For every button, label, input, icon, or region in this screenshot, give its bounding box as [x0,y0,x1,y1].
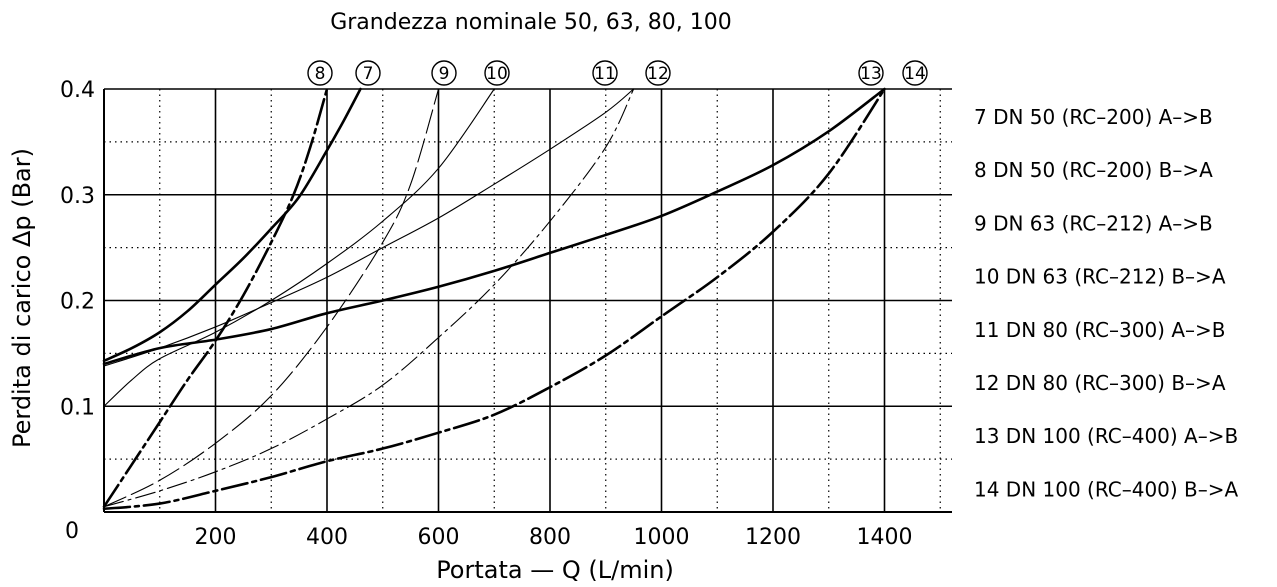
marker-circle [431,60,457,86]
marker-circle [645,60,671,86]
grid [104,88,952,512]
y-tick-label: 0.2 [60,290,95,315]
series-line-8 [102,87,329,509]
x-tick-label: 1200 [745,525,801,550]
chart-title: Grandezza nominale 50, 63, 80, 100 [330,10,732,35]
x-tick-label: 800 [529,525,571,550]
legend-entry-9: 9 DN 63 (RC–212) A–>B [974,211,1213,235]
series-line-9 [103,88,495,407]
legend-entry-8: 8 DN 50 (RC–200) B–>A [974,158,1213,182]
series-marker-14: 14 [902,60,928,86]
axes: 200 400 600 800 1000 1200 1400 0 0.1 0.2 0.3 0.4 [60,78,952,550]
series-marker-8: 8 [307,60,333,86]
series-marker-10: 10 [484,60,510,86]
marker-label: 10 [486,64,508,84]
marker-label: 8 [315,64,326,84]
series-line-10 [103,88,440,508]
marker-circle [484,60,510,86]
legend-entry-12: 12 DN 80 (RC–300) B–>A [974,371,1226,395]
origin-label: 0 [65,519,79,544]
marker-label: 14 [904,64,926,84]
x-tick-label: 400 [306,525,348,550]
series-marker-9: 9 [431,60,457,86]
series-marker-7: 7 [355,60,381,86]
legend-entry-7: 7 DN 50 (RC–200) A–>B [974,105,1213,129]
series-lines [102,87,886,511]
x-axis-label: Portata — Q (L/min) [436,556,674,584]
legend-entry-14: 14 DN 100 (RC–400) B–>A [974,477,1239,501]
marker-circle [592,60,618,86]
legend-entry-11: 11 DN 80 (RC–300) A–>B [974,318,1226,342]
series-line-7 [102,87,362,363]
series-markers: 7 8 9 10 11 12 13 14 [307,60,928,86]
marker-label: 7 [363,64,374,84]
x-tick-label: 1400 [857,525,913,550]
legend-entry-13: 13 DN 100 (RC–400) A–>B [974,424,1238,448]
legend: 7 DN 50 (RC–200) A–>B 8 DN 50 (RC–200) B–… [974,105,1239,501]
x-tick-label: 200 [195,525,237,550]
y-tick-label: 0.3 [60,184,95,209]
legend-entry-10: 10 DN 63 (RC–212) B–>A [974,265,1226,289]
marker-label: 9 [439,64,450,84]
marker-circle [902,60,928,86]
marker-label: 13 [860,64,882,84]
series-line-14 [102,87,886,511]
series-line-11 [103,88,635,367]
series-marker-11: 11 [592,60,618,86]
series-marker-12: 12 [645,60,671,86]
marker-circle [355,60,381,86]
marker-label: 11 [594,64,616,84]
series-marker-13: 13 [858,60,884,86]
marker-circle [858,60,884,86]
y-axis-label: Perdita di carico Δp (Bar) [8,148,36,448]
y-tick-label: 0.4 [60,78,95,103]
y-tick-label: 0.1 [60,395,95,420]
x-tick-label: 1000 [634,525,690,550]
marker-label: 12 [647,64,669,84]
x-tick-label: 600 [418,525,460,550]
series-line-12 [103,88,635,508]
series-line-13 [102,87,886,366]
marker-circle [307,60,333,86]
